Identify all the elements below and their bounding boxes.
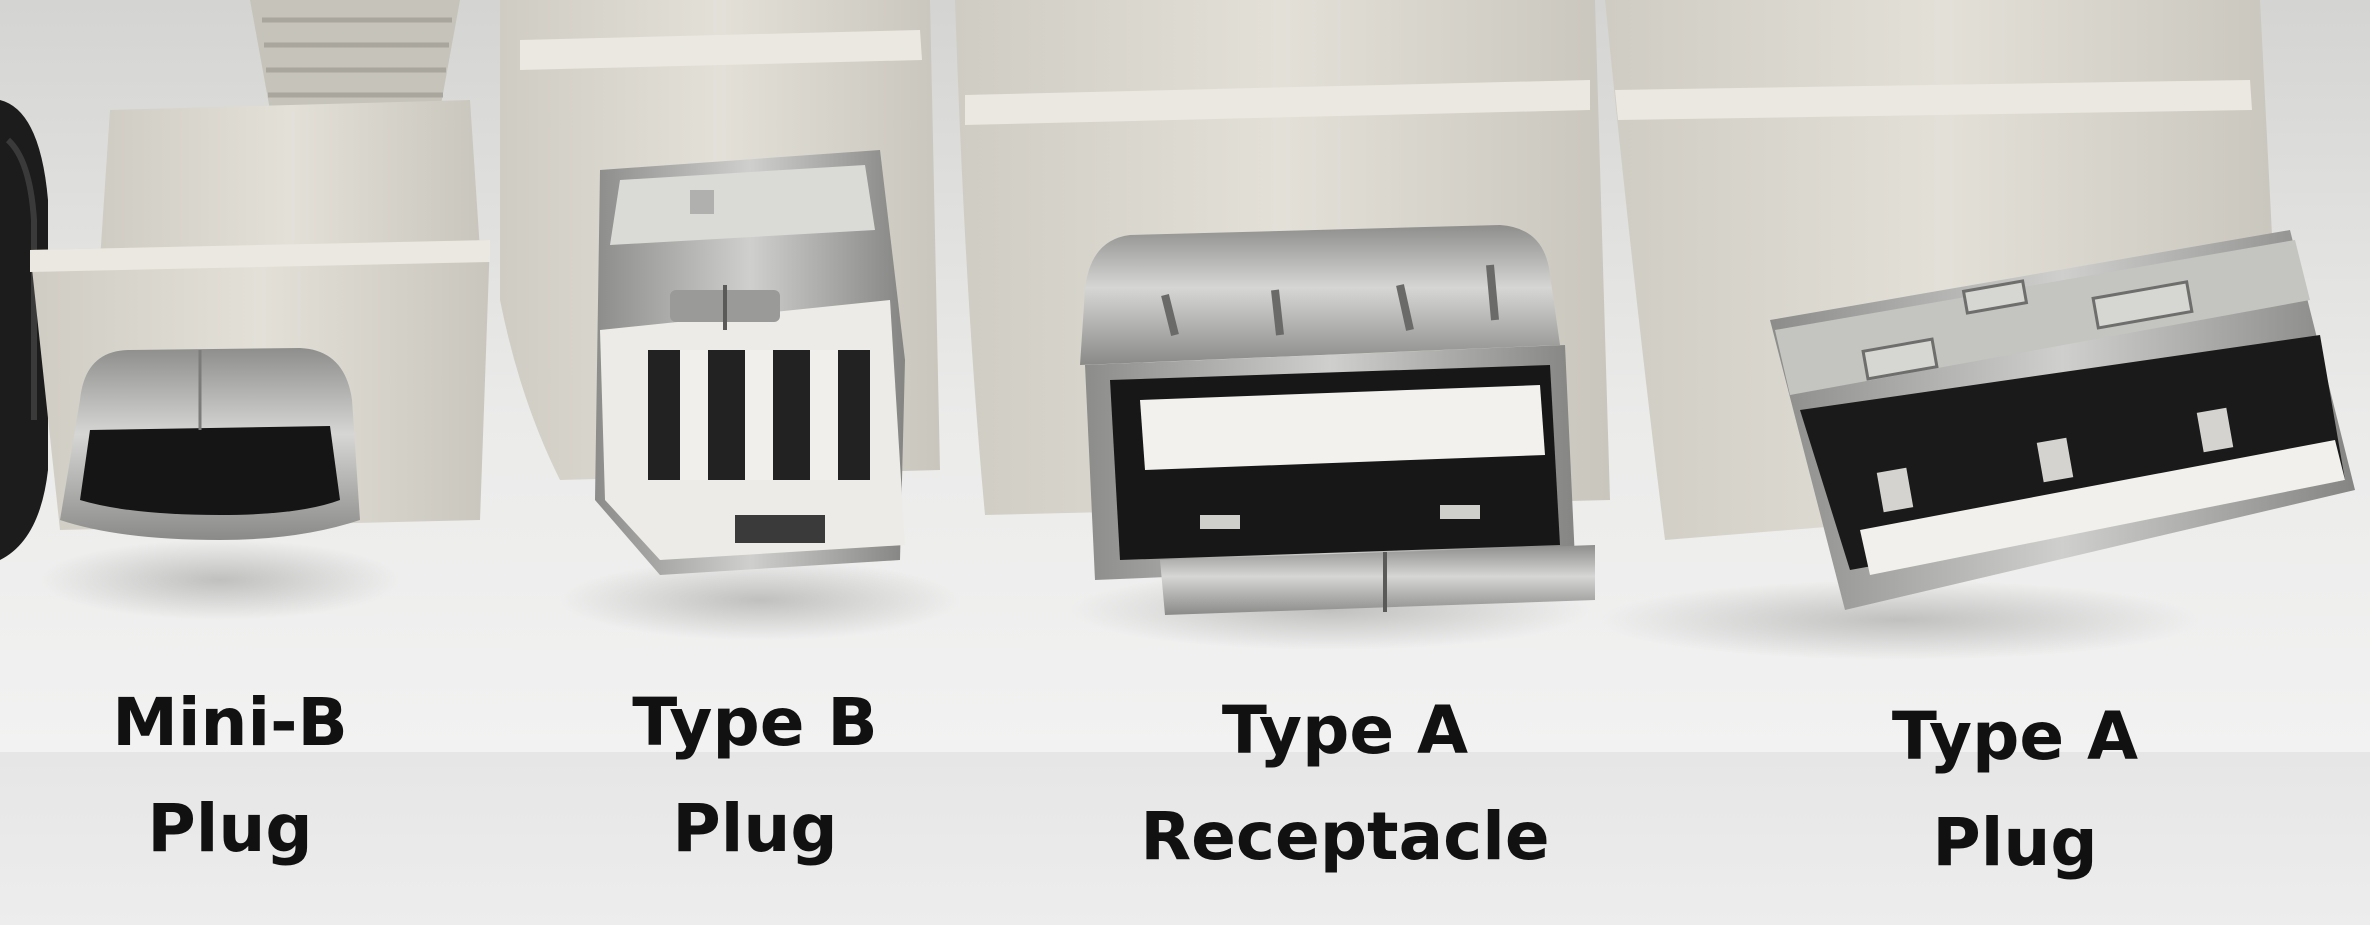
label-type-a-plug-line2: Plug	[1932, 804, 2098, 881]
label-type-a-plug-line1: Type A	[1891, 698, 2139, 775]
label-type-b-plug-line2: Plug	[672, 790, 838, 867]
caption-band	[0, 752, 2370, 925]
label-mini-b-plug-line2: Plug	[147, 790, 313, 867]
label-type-a-receptacle: Type A Receptacle	[1110, 678, 1580, 890]
label-mini-b-plug: Mini-B Plug	[60, 670, 400, 882]
label-type-a-receptacle-line1: Type A	[1221, 692, 1469, 769]
connectors-illustration	[0, 0, 2370, 760]
mini-b-plug-illustration	[30, 0, 490, 620]
type-b-plug-illustration	[500, 0, 960, 640]
type-a-plug-illustration	[1600, 0, 2355, 660]
type-a-receptacle-illustration	[955, 0, 1610, 650]
label-mini-b-plug-line1: Mini-B	[112, 684, 348, 761]
label-type-b-plug: Type B Plug	[600, 670, 910, 882]
label-type-b-plug-line1: Type B	[632, 684, 878, 761]
black-cable	[0, 100, 48, 560]
label-type-a-receptacle-line2: Receptacle	[1140, 798, 1550, 875]
label-type-a-plug: Type A Plug	[1860, 684, 2170, 896]
